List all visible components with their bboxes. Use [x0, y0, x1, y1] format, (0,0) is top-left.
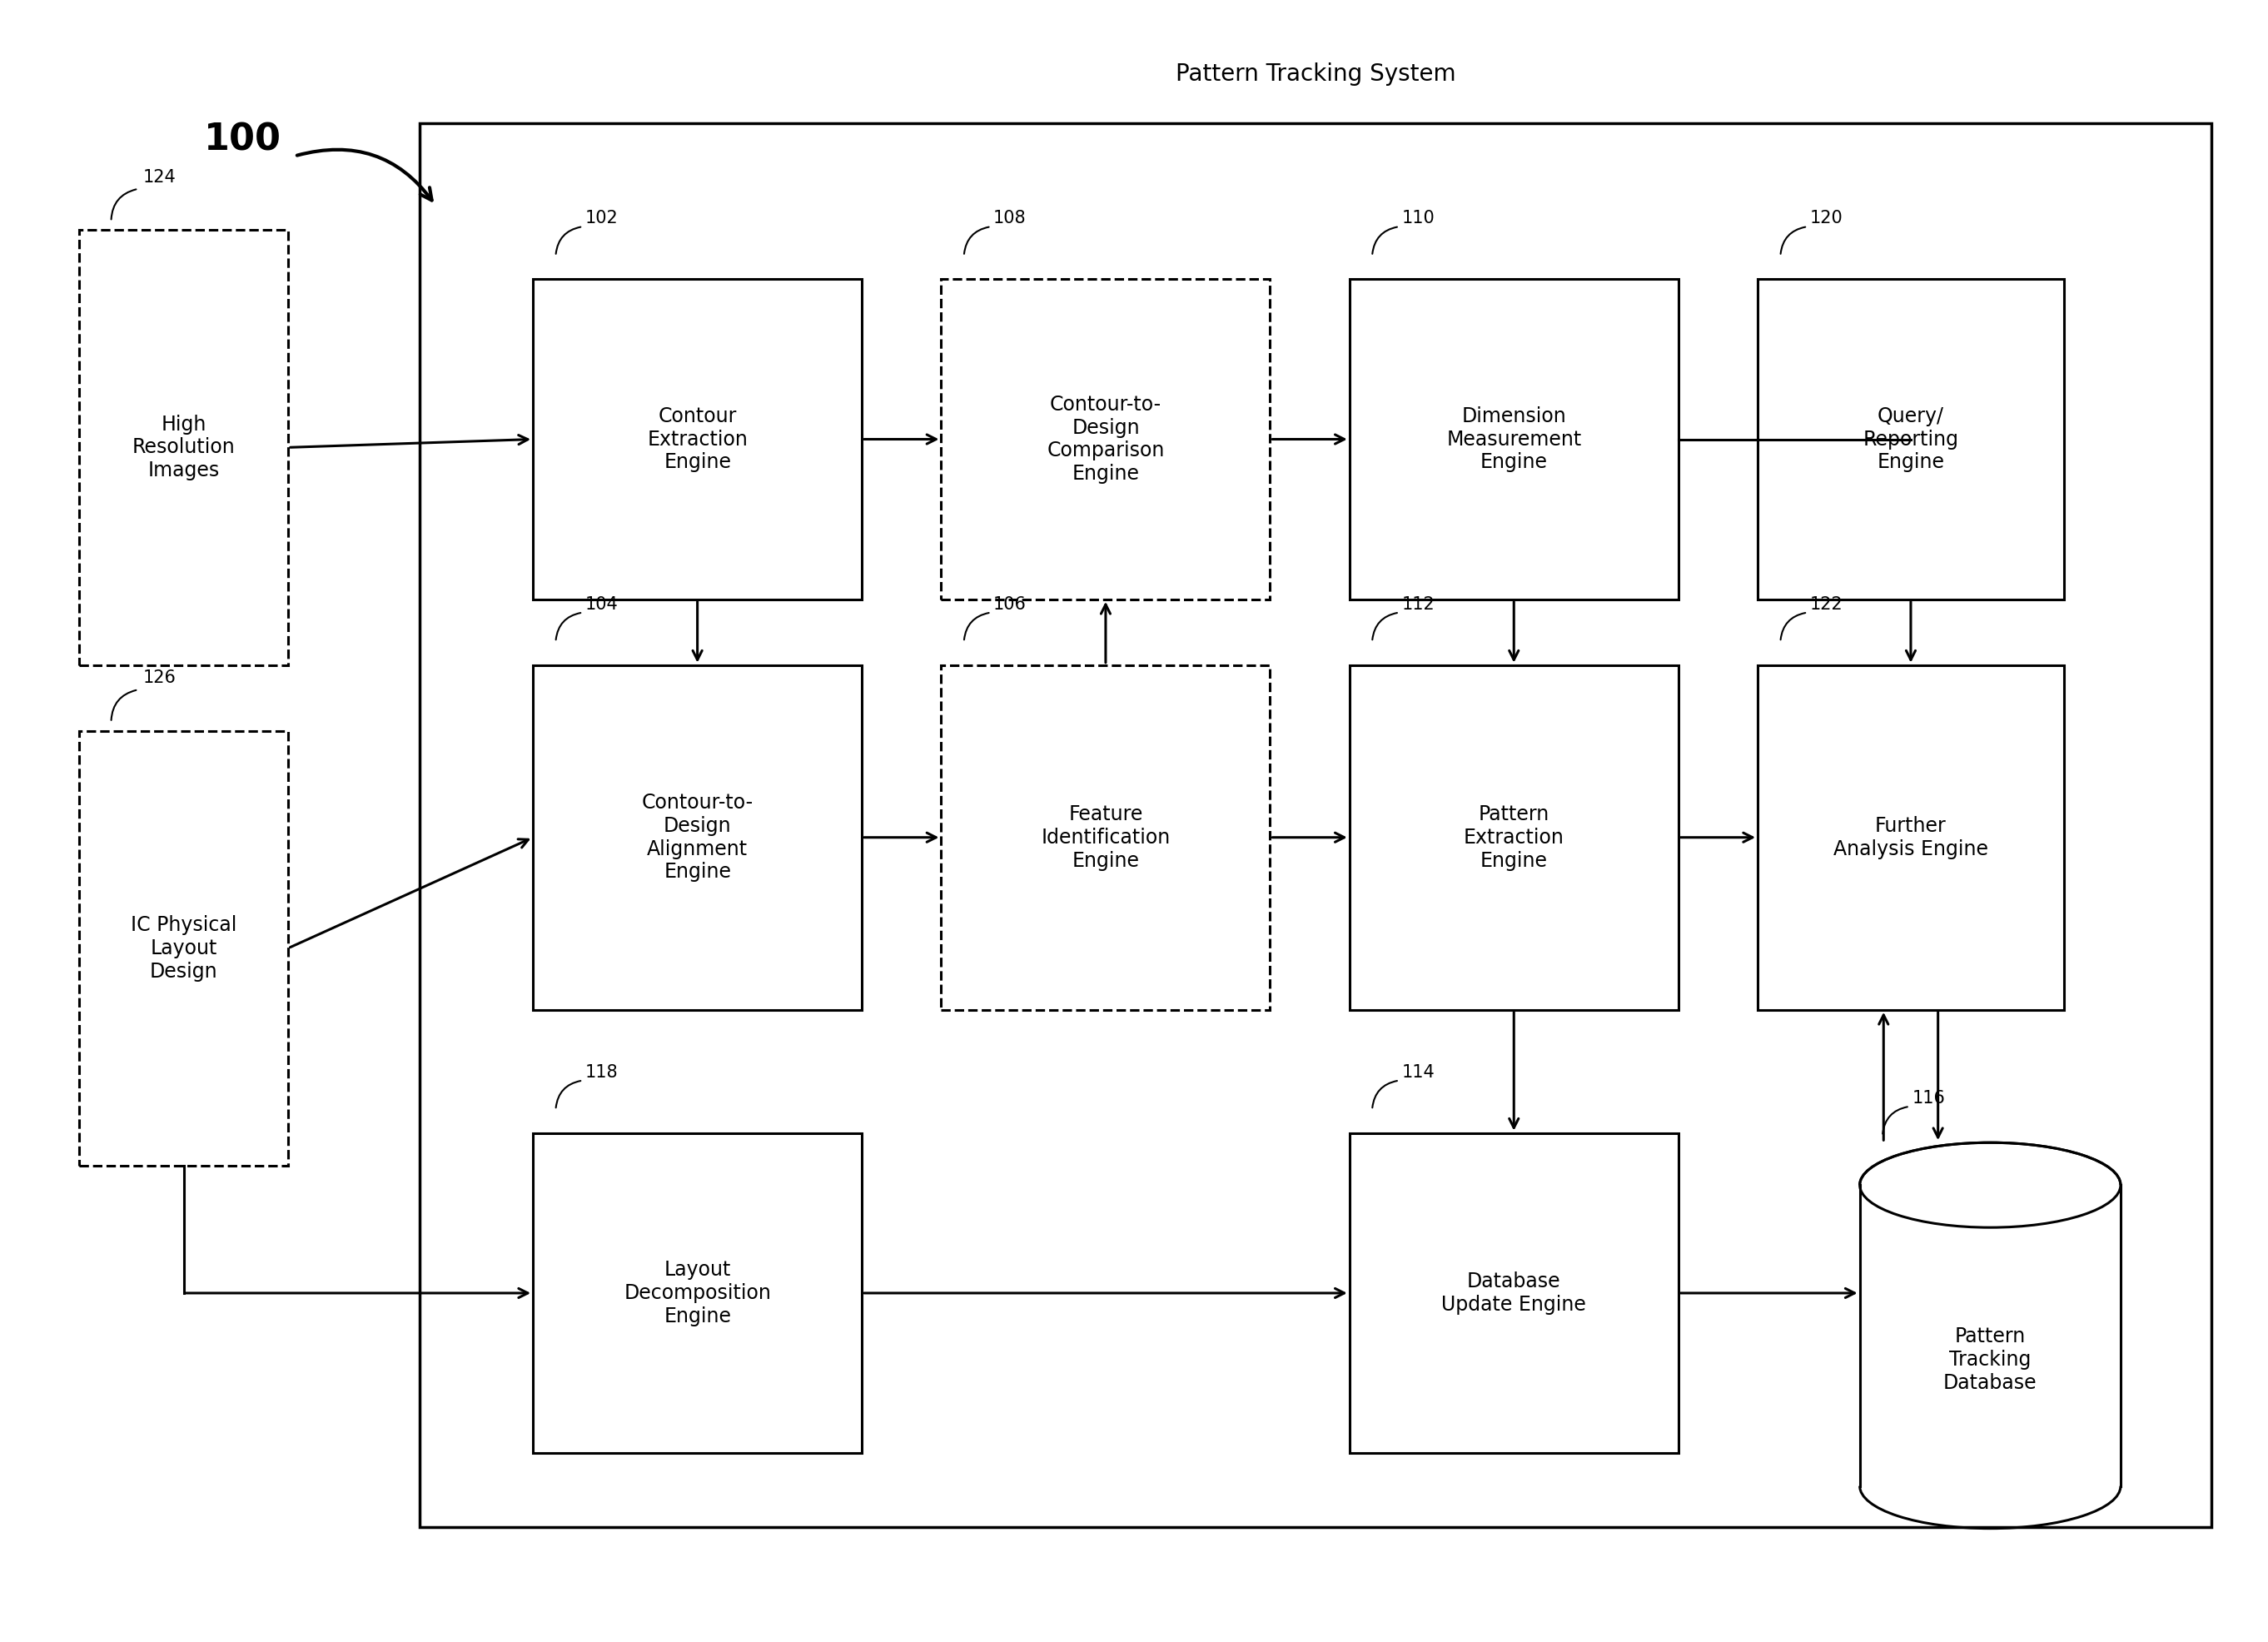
Bar: [1758, 665, 2064, 1010]
Bar: [1349, 665, 1678, 1010]
Text: Query/
Reporting
Engine: Query/ Reporting Engine: [1862, 406, 1960, 473]
Text: Contour-to-
Design
Alignment
Engine: Contour-to- Design Alignment Engine: [642, 793, 753, 882]
Text: 114: 114: [1402, 1064, 1436, 1080]
Text: 122: 122: [1810, 596, 1844, 612]
Text: 124: 124: [143, 169, 177, 186]
Text: 110: 110: [1402, 210, 1436, 227]
Text: Further
Analysis Engine: Further Analysis Engine: [1833, 816, 1989, 859]
Bar: [941, 665, 1270, 1010]
Bar: [420, 123, 2211, 1527]
Text: 104: 104: [585, 596, 619, 612]
Text: Pattern
Extraction
Engine: Pattern Extraction Engine: [1463, 805, 1565, 870]
Ellipse shape: [1860, 1143, 2121, 1228]
Bar: [1758, 279, 2064, 599]
Text: Pattern Tracking System: Pattern Tracking System: [1175, 62, 1456, 85]
Text: 116: 116: [1912, 1090, 1946, 1107]
Text: IC Physical
Layout
Design: IC Physical Layout Design: [132, 915, 236, 982]
Text: Dimension
Measurement
Engine: Dimension Measurement Engine: [1447, 406, 1581, 473]
Text: 102: 102: [585, 210, 619, 227]
Text: 108: 108: [993, 210, 1027, 227]
Bar: [533, 1133, 862, 1453]
Text: Pattern
Tracking
Database: Pattern Tracking Database: [1944, 1327, 2037, 1392]
Bar: [533, 279, 862, 599]
Bar: [1349, 1133, 1678, 1453]
Text: 106: 106: [993, 596, 1027, 612]
Bar: [79, 230, 288, 665]
Bar: [941, 279, 1270, 599]
Text: Feature
Identification
Engine: Feature Identification Engine: [1041, 805, 1170, 870]
Text: 120: 120: [1810, 210, 1844, 227]
Text: Contour-to-
Design
Comparison
Engine: Contour-to- Design Comparison Engine: [1048, 394, 1163, 484]
Bar: [533, 665, 862, 1010]
Text: 112: 112: [1402, 596, 1436, 612]
Text: 118: 118: [585, 1064, 619, 1080]
Bar: [1349, 279, 1678, 599]
Text: Database
Update Engine: Database Update Engine: [1442, 1271, 1585, 1315]
Text: Layout
Decomposition
Engine: Layout Decomposition Engine: [624, 1259, 771, 1327]
Text: 126: 126: [143, 670, 177, 686]
Text: High
Resolution
Images: High Resolution Images: [132, 414, 236, 481]
Text: Contour
Extraction
Engine: Contour Extraction Engine: [646, 406, 748, 473]
Bar: [79, 731, 288, 1166]
Text: 100: 100: [204, 122, 281, 158]
